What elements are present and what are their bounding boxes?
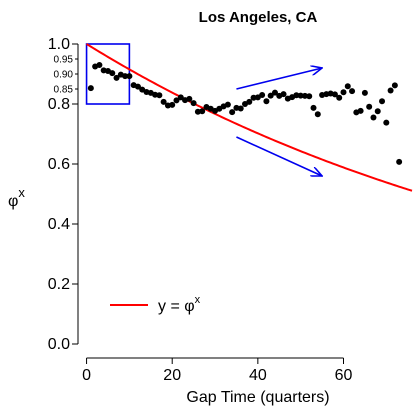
y-axis-label-base: φ — [8, 193, 18, 210]
data-point — [293, 92, 300, 99]
data-point — [349, 88, 356, 95]
data-point — [336, 94, 343, 101]
arrow-up — [236, 68, 322, 90]
x-axis-label: Gap Time (quarters) — [186, 389, 329, 406]
fitted-curve — [86, 43, 413, 192]
data-point — [391, 82, 398, 89]
data-point — [370, 114, 377, 121]
y-axis-label: φx — [8, 185, 25, 210]
data-point — [190, 100, 197, 107]
x-tick-label: 60 — [335, 367, 353, 384]
data-point — [396, 158, 403, 165]
data-point — [224, 101, 231, 108]
data-point — [199, 108, 206, 115]
y-minor-tick-label: 0.90 — [54, 70, 74, 81]
data-point — [177, 94, 184, 101]
data-point — [331, 91, 338, 98]
legend-label-superscript: x — [195, 294, 201, 306]
y-tick-label: 0.8 — [48, 96, 70, 113]
data-point — [87, 85, 94, 92]
data-point — [250, 94, 257, 101]
curve-layer — [86, 43, 413, 192]
data-point — [229, 109, 236, 116]
x-tick-label: 40 — [249, 367, 267, 384]
data-point — [306, 93, 313, 100]
data-point — [357, 107, 364, 114]
y-tick-label: 1.0 — [48, 36, 70, 53]
data-point — [113, 74, 120, 81]
data-point — [186, 95, 193, 102]
data-point — [366, 103, 373, 110]
data-point — [122, 73, 129, 80]
axes: 0.0 0.2 0.4 0.6 0.8 1.0 0.85 0.90 0.95 0 20 40 60 — [48, 36, 353, 384]
x-tick-label: 20 — [163, 367, 181, 384]
y-tick-label: 0.4 — [48, 216, 70, 233]
data-point — [263, 98, 270, 105]
data-point — [169, 101, 176, 108]
data-point — [310, 104, 317, 111]
points-layer — [87, 62, 403, 165]
data-point — [96, 62, 103, 68]
data-point — [173, 97, 180, 104]
data-point — [126, 73, 133, 80]
data-point — [259, 92, 266, 98]
data-point — [361, 89, 368, 96]
legend-label: y = φx — [158, 294, 201, 315]
y-tick-label: 0.2 — [48, 276, 70, 293]
data-point — [156, 92, 163, 99]
data-point — [297, 92, 304, 99]
data-point — [387, 87, 394, 94]
data-point — [160, 98, 167, 105]
data-point — [301, 92, 308, 99]
data-point — [271, 89, 278, 96]
arrow-down — [236, 136, 322, 176]
data-point — [340, 89, 347, 96]
data-point — [246, 98, 253, 105]
data-point — [344, 83, 351, 90]
data-point — [237, 105, 244, 112]
legend-label-base: y = φ — [158, 298, 195, 315]
data-point — [383, 119, 390, 126]
y-minor-tick-label: 0.85 — [54, 85, 74, 96]
y-tick-label: 0.6 — [48, 156, 70, 173]
data-point — [379, 98, 386, 105]
chart-title: Los Angeles, CA — [199, 9, 318, 26]
legend: y = φx — [110, 294, 201, 315]
y-tick-label: 0.0 — [48, 336, 70, 353]
data-point — [280, 91, 287, 98]
y-minor-tick-label: 0.95 — [54, 55, 74, 66]
data-point — [374, 108, 381, 115]
x-tick-label: 0 — [82, 367, 91, 384]
data-point — [109, 70, 116, 77]
y-axis-label-superscript: x — [18, 185, 25, 200]
data-point — [314, 111, 321, 118]
data-point — [267, 92, 274, 99]
data-point — [134, 83, 141, 90]
